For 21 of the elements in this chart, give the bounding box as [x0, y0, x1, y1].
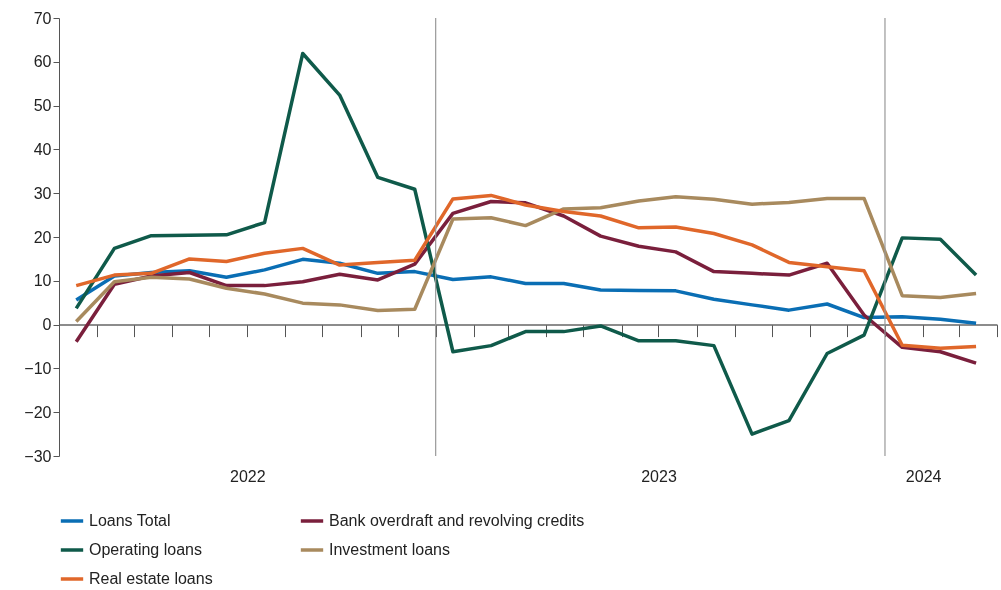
- x-tick-label: 2022: [230, 467, 266, 485]
- legend-label: Operating loans: [89, 541, 202, 558]
- y-tick-label: 60: [33, 53, 52, 71]
- y-tick-label: 50: [33, 97, 52, 115]
- legend-label: Bank overdraft and revolving credits: [329, 512, 585, 529]
- line-series: [74, 51, 978, 436]
- legend-label: Loans Total: [89, 512, 171, 529]
- y-tick-label: 20: [33, 228, 52, 246]
- legend-label: Real estate loans: [89, 570, 213, 587]
- y-tick-label: 30: [33, 184, 52, 202]
- y-tick-label: −20: [24, 403, 52, 421]
- x-tick-label: 2023: [641, 467, 677, 485]
- legend-label: Investment loans: [329, 541, 450, 558]
- y-tick-label: −10: [24, 359, 52, 377]
- line-series: [74, 194, 978, 324]
- y-tick-label: 40: [33, 140, 52, 158]
- y-tick-label: −30: [24, 447, 52, 465]
- y-tick-label: 70: [33, 9, 52, 27]
- x-tick-label: 2024: [905, 467, 942, 485]
- y-tick-label: 10: [33, 272, 52, 290]
- y-tick-label: 0: [42, 316, 52, 334]
